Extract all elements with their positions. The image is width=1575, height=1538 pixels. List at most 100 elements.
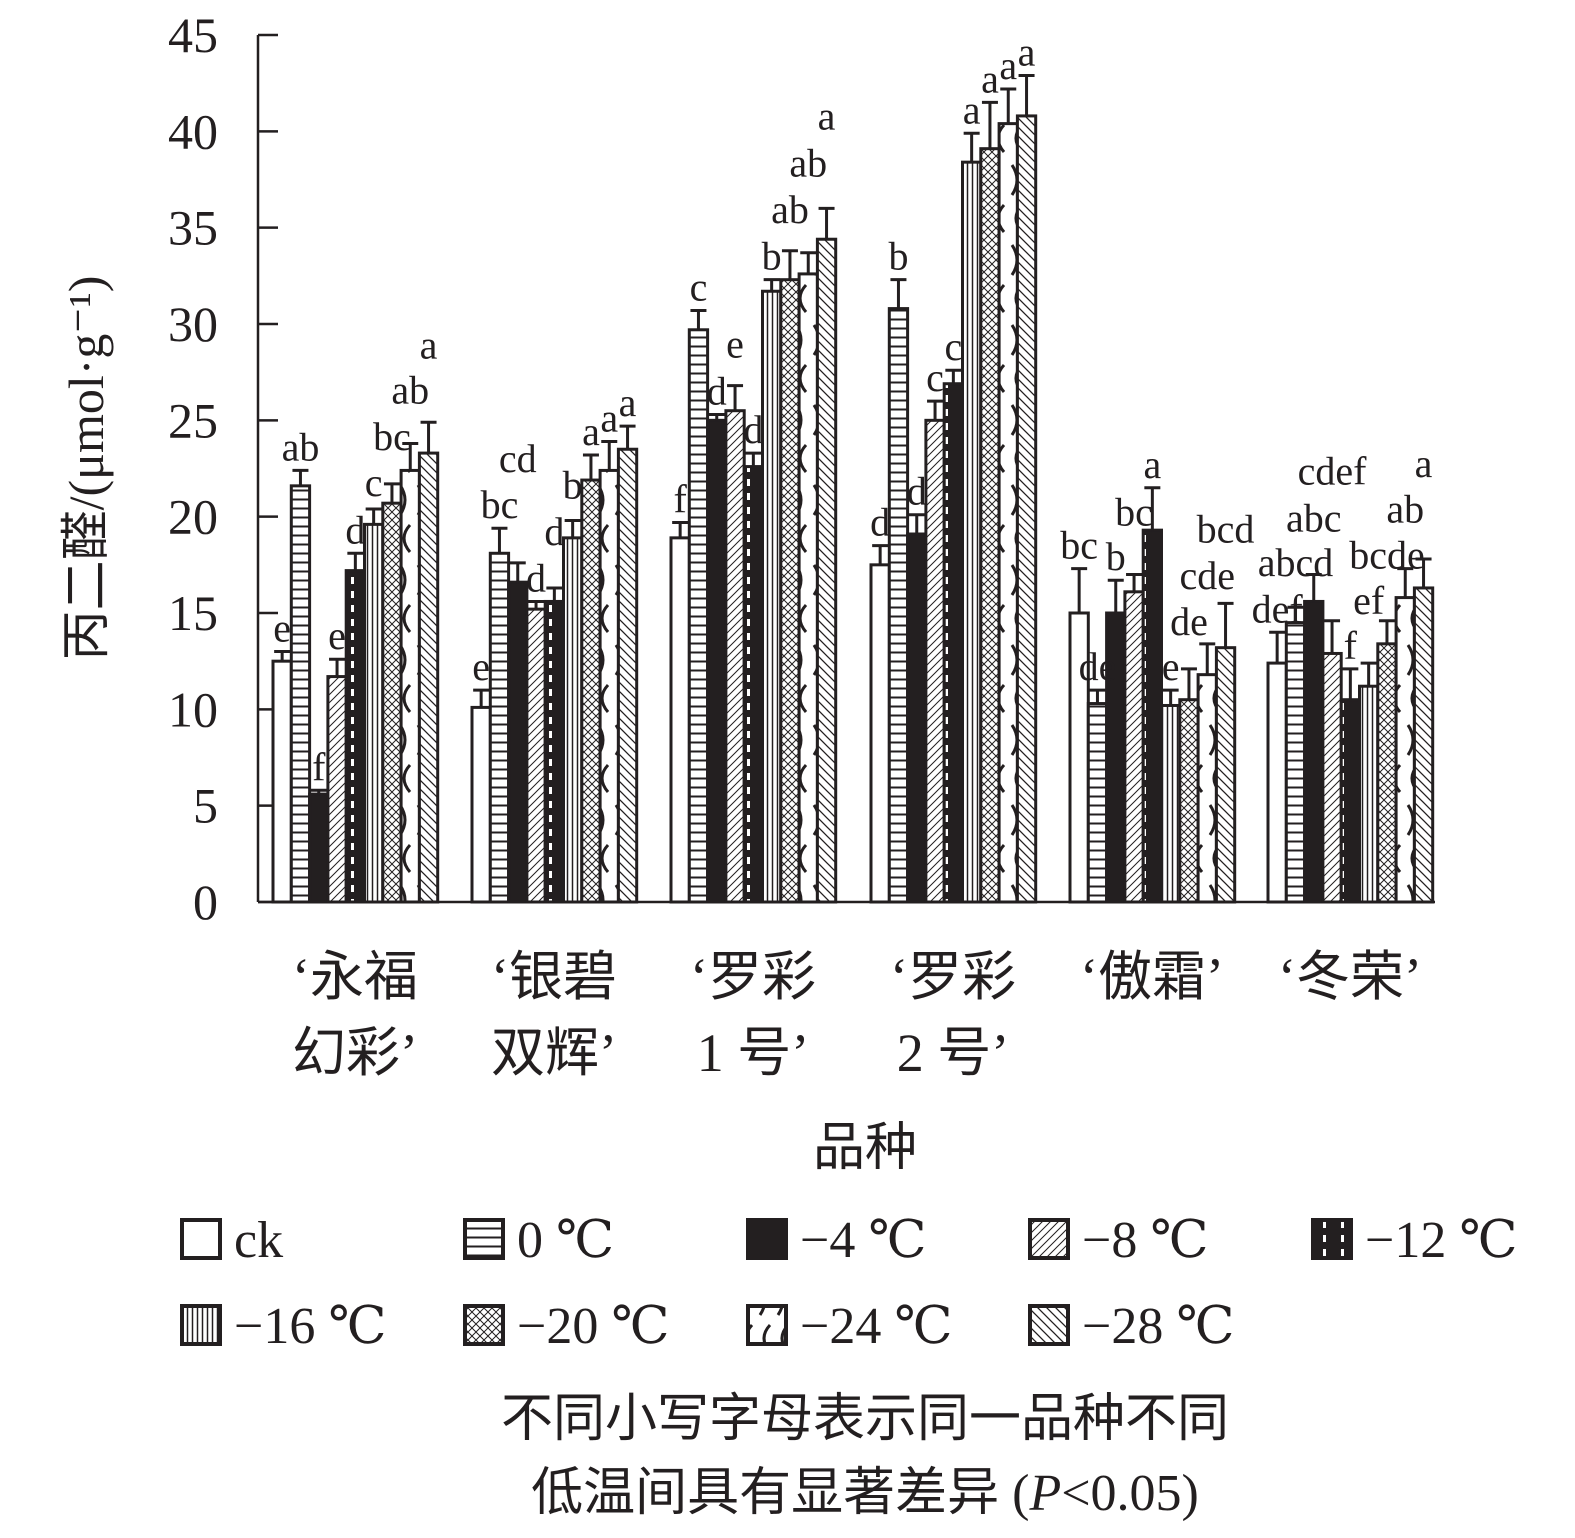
bar <box>687 328 710 904</box>
bar <box>363 522 385 904</box>
bar <box>1266 661 1288 904</box>
x-axis-label: 品种 <box>813 1120 917 1177</box>
significance-letter: c <box>944 324 962 369</box>
category-label: 双辉’ <box>491 1023 617 1083</box>
bar <box>1412 586 1435 904</box>
significance-letter: a <box>420 322 438 367</box>
bar <box>525 607 547 904</box>
significance-letter: b <box>1106 534 1126 579</box>
bar <box>543 599 566 904</box>
significance-letter: d <box>707 369 727 414</box>
significance-letter: ab <box>1386 487 1424 532</box>
bar <box>724 409 746 904</box>
footnote-p: P <box>1028 1465 1061 1522</box>
legend-label: ck <box>234 1212 283 1269</box>
legend-label: −20 ℃ <box>517 1298 670 1355</box>
significance-letter: ab <box>282 424 320 469</box>
legend-swatch <box>180 1304 222 1346</box>
legend-swatch <box>463 1218 505 1260</box>
bar <box>1178 698 1200 904</box>
axes: 0 5 10 15 20 25 30 35 40 45 丙二醛/(μmol·g⁻¹) <box>58 7 1435 930</box>
legend-label: 0 ℃ <box>517 1212 614 1269</box>
significance-letter: de <box>1079 644 1117 689</box>
significance-letter: bc <box>1060 523 1098 568</box>
significance-letter: b <box>762 234 782 279</box>
category-label: 2 号’ <box>897 1023 1009 1083</box>
bar <box>997 122 1019 904</box>
bar <box>942 382 965 904</box>
significance-letter: c <box>690 265 708 310</box>
bar <box>797 272 819 904</box>
significance-letter: b <box>563 463 583 508</box>
bar <box>1284 621 1307 904</box>
bar <box>399 468 421 904</box>
significance-letter: ab <box>771 187 809 232</box>
bar <box>924 418 946 904</box>
significance-letter: cd <box>499 436 537 481</box>
significance-letter: bc <box>481 482 519 527</box>
bar <box>961 160 983 904</box>
significance-letter: a <box>600 396 618 441</box>
bar <box>381 501 403 904</box>
significance-letter: ab <box>391 367 429 412</box>
significance-letter: b <box>888 234 908 279</box>
footnote-text: 低温间具有显著差异 ( <box>531 1465 1029 1522</box>
significance-letter: e <box>273 606 291 651</box>
legend-label: −24 ℃ <box>800 1298 953 1355</box>
significance-letter: def <box>1252 586 1304 631</box>
significance-letter: d <box>526 555 546 600</box>
significance-letter: c <box>365 460 383 505</box>
bar <box>598 468 620 904</box>
bar <box>271 659 293 904</box>
significance-letter: bc <box>1115 489 1153 534</box>
bar <box>1123 590 1145 904</box>
significance-letter: a <box>1415 441 1433 486</box>
legend-swatch <box>1311 1218 1353 1260</box>
significance-letter: e <box>1162 644 1180 689</box>
significance-letter: a <box>619 380 637 425</box>
bar <box>344 569 367 904</box>
category-label: ‘永福 <box>292 947 418 1007</box>
legend-label: −28 ℃ <box>1082 1298 1235 1355</box>
footnote-threshold: <0.05) <box>1061 1465 1199 1522</box>
y-tick-label: 0 <box>193 874 218 930</box>
significance-letter: ef <box>1353 578 1385 623</box>
bar <box>706 418 728 904</box>
bar <box>887 307 910 904</box>
category-label: ‘傲霜’ <box>1080 947 1224 1007</box>
significance-letter: cdef <box>1298 449 1368 494</box>
significance-letter: bc <box>373 414 411 459</box>
bar <box>1015 114 1038 904</box>
legend-label: −16 ℃ <box>234 1298 387 1355</box>
y-tick-label: 5 <box>193 778 218 834</box>
significance-letter: e <box>328 613 346 658</box>
bar <box>669 536 691 904</box>
legend-swatch <box>180 1218 222 1260</box>
significance-letter: d <box>870 500 890 545</box>
bars <box>271 73 1435 904</box>
bar <box>580 478 602 904</box>
y-tick-label: 15 <box>168 585 218 641</box>
significance-letter: f <box>312 744 326 789</box>
y-tick-label: 10 <box>168 681 218 737</box>
legend-swatch <box>746 1218 788 1260</box>
bar <box>417 451 440 904</box>
y-tick-label: 30 <box>168 296 218 352</box>
y-tick-label: 45 <box>168 7 218 63</box>
y-axis-label: 丙二醛/(μmol·g⁻¹) <box>58 276 114 661</box>
bar <box>616 447 639 904</box>
category-label: 幻彩’ <box>292 1023 418 1083</box>
legend-label: −4 ℃ <box>800 1212 927 1269</box>
legend-label: −12 ℃ <box>1365 1212 1518 1269</box>
category-label: ‘罗彩 <box>890 947 1016 1007</box>
significance-letter: e <box>726 322 744 367</box>
significance-letter: bcde <box>1349 533 1425 578</box>
significance-letter: a <box>1143 442 1161 487</box>
significance-letter: d <box>743 407 763 452</box>
legend-swatch <box>463 1304 505 1346</box>
legend-swatch <box>1028 1218 1070 1260</box>
bar <box>1196 673 1218 904</box>
